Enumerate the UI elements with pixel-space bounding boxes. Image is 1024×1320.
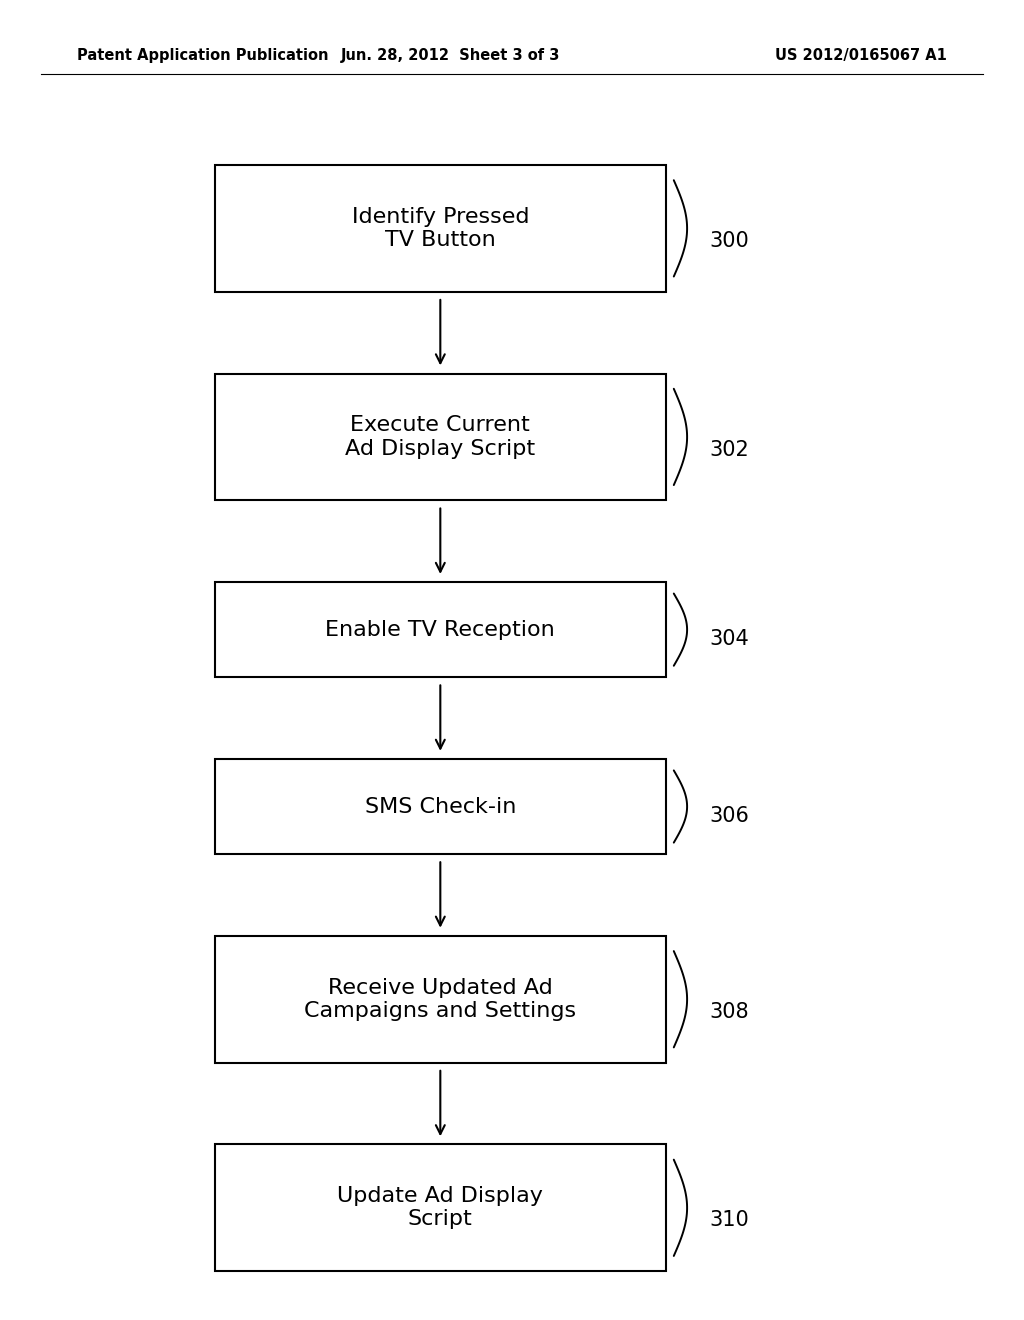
Text: Patent Application Publication: Patent Application Publication	[77, 48, 329, 63]
Text: Receive Updated Ad
Campaigns and Settings: Receive Updated Ad Campaigns and Setting…	[304, 978, 577, 1020]
Text: Execute Current
Ad Display Script: Execute Current Ad Display Script	[345, 416, 536, 458]
Text: 310: 310	[710, 1210, 750, 1230]
Text: Update Ad Display
Script: Update Ad Display Script	[337, 1187, 544, 1229]
FancyBboxPatch shape	[215, 374, 666, 500]
Text: SMS Check-in: SMS Check-in	[365, 796, 516, 817]
FancyBboxPatch shape	[215, 759, 666, 854]
FancyBboxPatch shape	[215, 582, 666, 677]
Text: 308: 308	[710, 1002, 750, 1022]
FancyBboxPatch shape	[215, 165, 666, 292]
FancyBboxPatch shape	[215, 936, 666, 1063]
Text: Enable TV Reception: Enable TV Reception	[326, 619, 555, 640]
Text: 302: 302	[710, 440, 750, 459]
Text: 306: 306	[710, 807, 750, 826]
FancyBboxPatch shape	[215, 1144, 666, 1271]
Text: 304: 304	[710, 630, 750, 649]
Text: Jun. 28, 2012  Sheet 3 of 3: Jun. 28, 2012 Sheet 3 of 3	[341, 48, 560, 63]
Text: Identify Pressed
TV Button: Identify Pressed TV Button	[351, 207, 529, 249]
Text: US 2012/0165067 A1: US 2012/0165067 A1	[775, 48, 947, 63]
Text: 300: 300	[710, 231, 750, 251]
